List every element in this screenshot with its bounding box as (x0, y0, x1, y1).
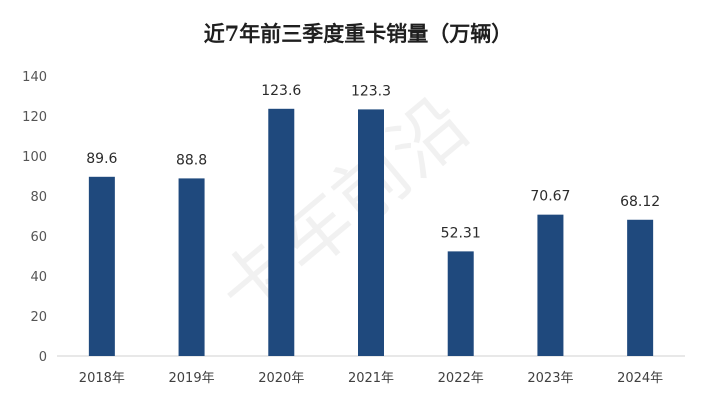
x-tick-label: 2018年 (79, 371, 125, 386)
y-tick-label: 100 (22, 150, 47, 165)
bar (178, 178, 205, 356)
data-label: 123.3 (351, 83, 391, 99)
data-label: 89.6 (86, 151, 117, 167)
y-tick-label: 60 (30, 230, 47, 245)
bar (268, 108, 295, 356)
watermark: 卡车前沿 (203, 81, 485, 337)
x-tick-label: 2023年 (527, 371, 573, 386)
bar (537, 214, 564, 356)
x-tick-label: 2020年 (258, 371, 304, 386)
bars (88, 108, 654, 357)
x-tick-label: 2022年 (438, 371, 484, 386)
data-label: 68.12 (620, 194, 660, 210)
data-label: 52.31 (441, 225, 481, 241)
y-tick-label: 0 (39, 350, 47, 365)
y-tick-label: 80 (30, 190, 47, 205)
x-tick-label: 2021年 (348, 371, 394, 386)
x-axis: 2018年 2019年 2020年 2021年 2022年 2023年 2024年 (79, 371, 663, 386)
y-tick-label: 140 (22, 70, 47, 85)
chart-title: 近7年前三季度重卡销量（万辆） (204, 21, 513, 46)
data-labels: 89.6 88.8 123.6 123.3 52.31 70.67 68.12 (86, 83, 660, 242)
bar (88, 176, 115, 356)
bar (358, 109, 384, 357)
y-tick-label: 20 (30, 310, 47, 325)
y-axis: 0 20 40 60 80 100 120 140 (22, 70, 47, 365)
data-label: 88.8 (176, 152, 207, 168)
data-label: 123.6 (261, 83, 301, 99)
bar (627, 219, 654, 356)
y-tick-label: 120 (22, 110, 47, 125)
data-label: 70.67 (530, 189, 570, 205)
y-tick-label: 40 (30, 270, 47, 285)
x-tick-label: 2019年 (169, 371, 215, 386)
x-tick-label: 2024年 (617, 371, 663, 386)
bar (447, 251, 474, 356)
